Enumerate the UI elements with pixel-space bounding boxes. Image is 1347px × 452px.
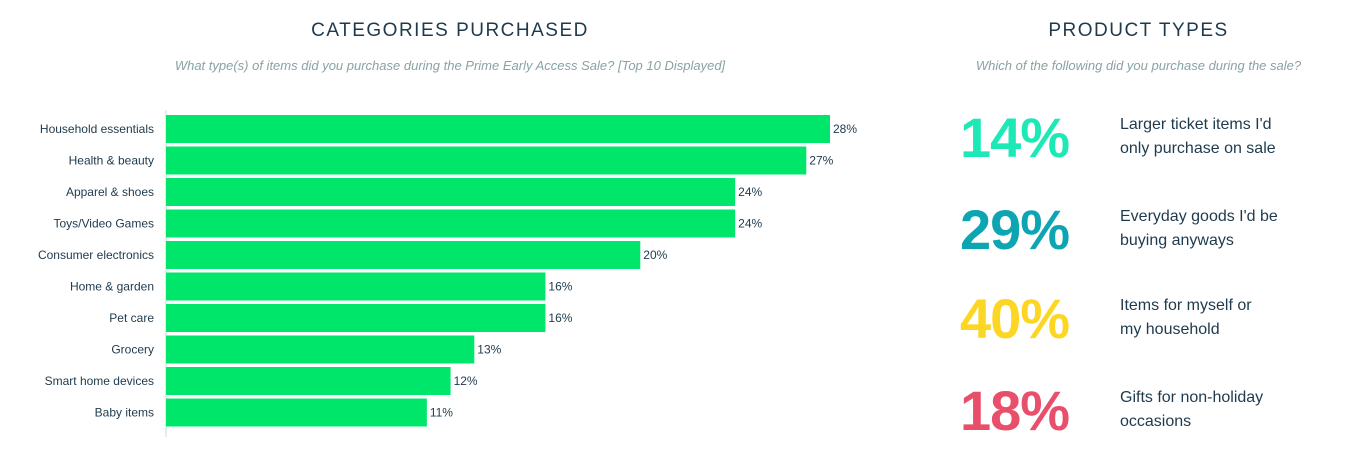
- bar: [166, 398, 427, 427]
- product-type-label: Everyday goods I'd be buying anyways: [1120, 208, 1278, 249]
- bar: [166, 178, 736, 206]
- chart-title: CATEGORIES PURCHASED: [311, 20, 589, 41]
- data-label: 12%: [454, 374, 478, 388]
- data-label: 16%: [548, 280, 572, 294]
- data-label: 27%: [809, 154, 833, 168]
- data-label: 13%: [477, 343, 501, 357]
- categories-bar-chart: Household essentials 28% Health & beauty 27…: [38, 110, 857, 437]
- product-type-row: 14% Larger ticket items I'd only purchas…: [960, 97, 1340, 177]
- product-type-row: 18% Gifts for non-holiday occasions: [960, 370, 1340, 450]
- bar: [166, 241, 641, 269]
- category-label: Apparel & shoes: [66, 185, 154, 199]
- category-label: Toys/Video Games: [54, 217, 155, 231]
- data-label: 20%: [643, 248, 667, 262]
- product-type-label: Gifts for non-holiday occasions: [1120, 389, 1264, 430]
- bar: [166, 335, 475, 364]
- category-label: Home & garden: [70, 280, 154, 294]
- data-label: 24%: [738, 185, 762, 199]
- category-label: Grocery: [111, 343, 154, 357]
- bar: [166, 146, 807, 175]
- product-type-percent: 29%: [960, 197, 1070, 261]
- data-label: 11%: [430, 406, 453, 420]
- product-types-subtitle: Which of the following did you purchase …: [975, 58, 1302, 73]
- bar: [166, 304, 546, 332]
- category-label: Pet care: [109, 311, 154, 325]
- category-label: Health & beauty: [69, 154, 154, 168]
- product-type-percent: 40%: [960, 286, 1070, 350]
- category-label: Smart home devices: [45, 374, 154, 388]
- product-type-row: 40% Items for myself or my household: [960, 278, 1340, 358]
- product-type-percent: 14%: [960, 105, 1070, 169]
- product-type-label: Items for myself or my household: [1120, 297, 1252, 338]
- bar: [166, 367, 451, 395]
- bar: [166, 209, 736, 238]
- data-label: 24%: [738, 217, 762, 231]
- product-type-percent: 18%: [960, 378, 1070, 442]
- chart-subtitle: What type(s) of items did you purchase d…: [174, 58, 726, 73]
- category-label: Household essentials: [40, 122, 154, 136]
- product-types-title: PRODUCT TYPES: [1048, 20, 1229, 41]
- data-label: 28%: [833, 122, 857, 136]
- data-label: 16%: [548, 311, 572, 325]
- product-type-label: Larger ticket items I'd only purchase on…: [1120, 116, 1276, 157]
- bar: [166, 115, 830, 143]
- product-type-row: 29% Everyday goods I'd be buying anyways: [960, 189, 1340, 269]
- bar: [166, 272, 546, 301]
- category-label: Baby items: [95, 406, 154, 420]
- category-label: Consumer electronics: [38, 248, 154, 262]
